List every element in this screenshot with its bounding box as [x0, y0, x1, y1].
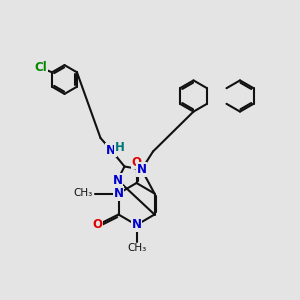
Text: N: N: [113, 187, 124, 200]
Text: CH₃: CH₃: [74, 188, 93, 199]
Text: N: N: [112, 173, 123, 187]
Text: N: N: [106, 143, 116, 157]
Text: O: O: [131, 155, 142, 169]
Text: Cl: Cl: [34, 61, 47, 74]
Text: N: N: [131, 218, 142, 232]
Text: H: H: [115, 141, 124, 154]
Text: CH₃: CH₃: [127, 243, 146, 253]
Text: O: O: [92, 218, 103, 232]
Text: N: N: [136, 163, 147, 176]
